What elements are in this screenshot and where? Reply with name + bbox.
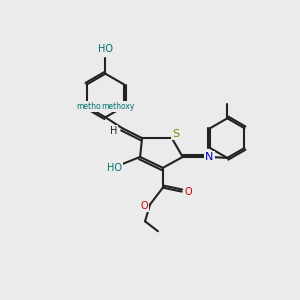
Text: O: O bbox=[185, 187, 193, 196]
Text: HO: HO bbox=[107, 163, 122, 173]
Text: H: H bbox=[110, 126, 117, 136]
Text: O: O bbox=[140, 202, 148, 212]
Text: methoxy: methoxy bbox=[102, 102, 135, 111]
Text: N: N bbox=[205, 152, 214, 162]
Text: methoxy: methoxy bbox=[76, 102, 109, 111]
Text: HO: HO bbox=[98, 44, 113, 54]
Text: S: S bbox=[172, 129, 179, 139]
